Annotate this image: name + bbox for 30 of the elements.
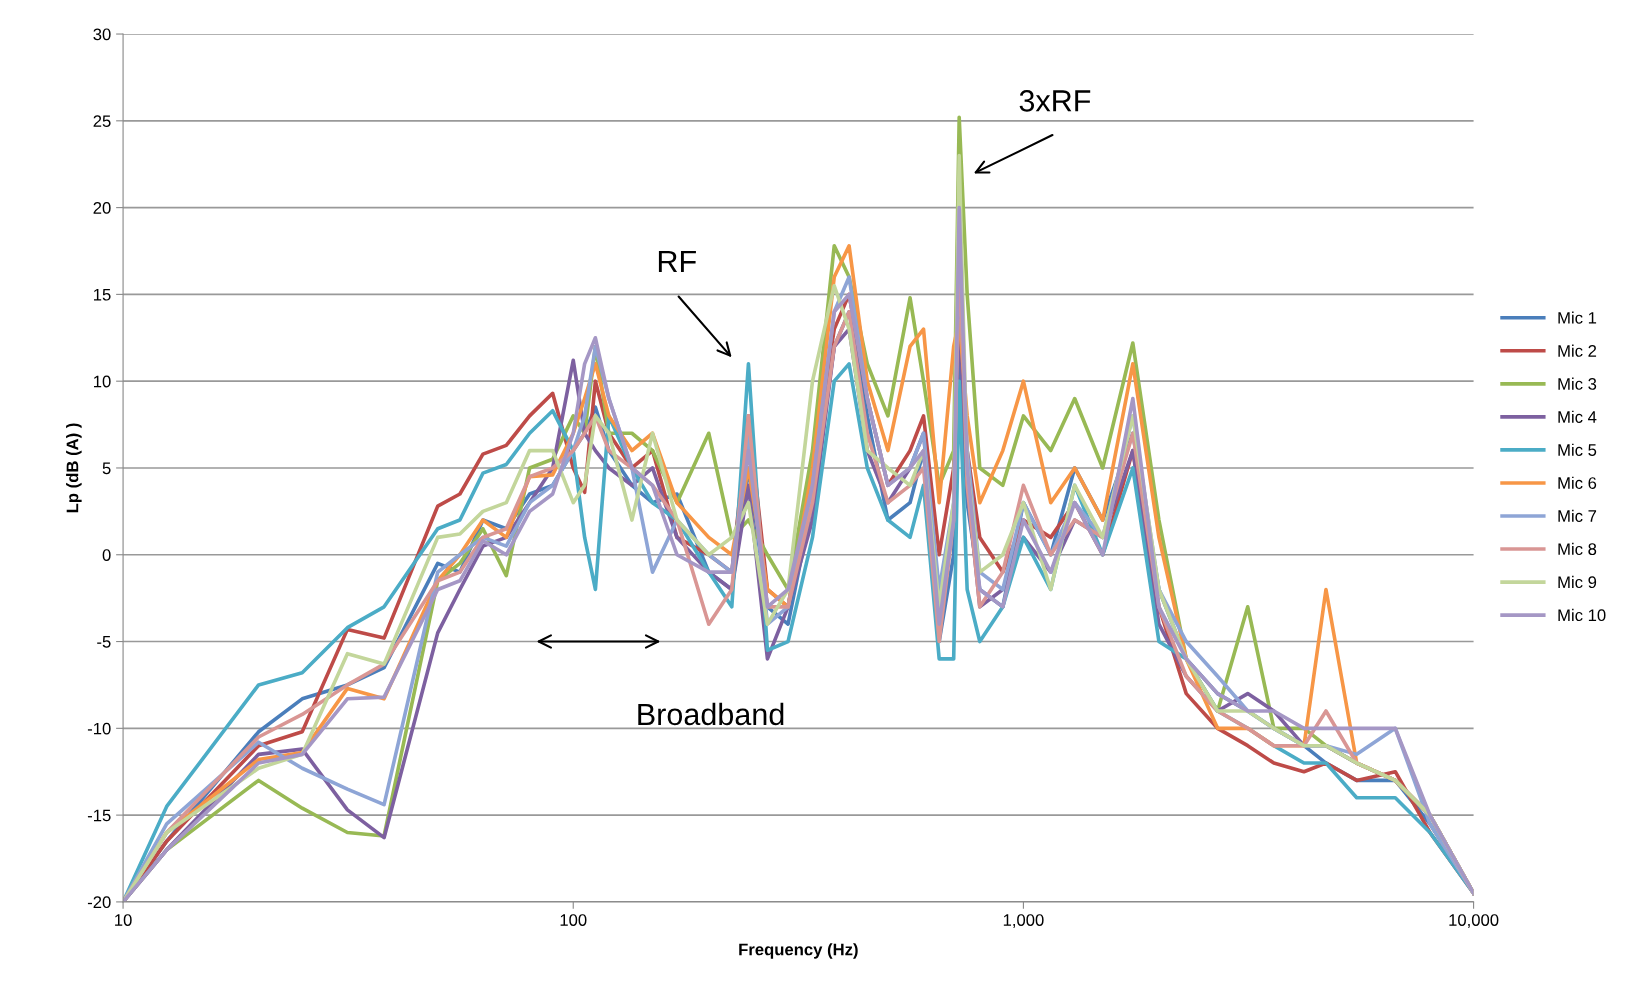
annotation: 3xRF bbox=[1019, 90, 1091, 112]
annotation: RF bbox=[658, 250, 696, 272]
legend-label: Mic 7 bbox=[1558, 509, 1597, 522]
y-tick-label: -10 bbox=[87, 722, 111, 735]
legend-label: Mic 10 bbox=[1558, 608, 1606, 622]
y-tick-label: 0 bbox=[102, 549, 111, 561]
legend-label: Mic 2 bbox=[1558, 344, 1597, 357]
legend-label: Mic 4 bbox=[1558, 410, 1597, 423]
legend-label: Mic 6 bbox=[1558, 476, 1597, 489]
y-tick-label: 5 bbox=[102, 462, 111, 475]
x-tick-label: 10 bbox=[115, 914, 132, 926]
y-tick-label: 10 bbox=[94, 375, 111, 388]
y-tick-label: -20 bbox=[87, 896, 111, 909]
annotation: Broadband bbox=[638, 702, 784, 726]
legend-label: Mic 1 bbox=[1558, 311, 1597, 324]
legend-label: Mic 3 bbox=[1558, 377, 1597, 390]
y-tick-label: 25 bbox=[93, 115, 111, 128]
y-axis-title: Lp (dB (A) ) bbox=[66, 423, 82, 513]
y-tick-label: -15 bbox=[87, 809, 111, 822]
y-tick-label: 20 bbox=[93, 202, 111, 214]
y-tick-label: 30 bbox=[93, 28, 111, 41]
x-tick-label: 10,000 bbox=[1449, 914, 1499, 928]
x-axis-title: Frequency (Hz) bbox=[739, 943, 858, 959]
y-tick-label: 15 bbox=[94, 288, 111, 301]
legend-label: Mic 5 bbox=[1558, 443, 1597, 456]
y-tick-label: -5 bbox=[97, 636, 111, 648]
x-tick-label: 100 bbox=[560, 914, 587, 926]
legend-label: Mic 9 bbox=[1558, 575, 1597, 589]
legend-label: Mic 8 bbox=[1558, 542, 1597, 556]
x-tick-label: 1,000 bbox=[1003, 914, 1044, 928]
